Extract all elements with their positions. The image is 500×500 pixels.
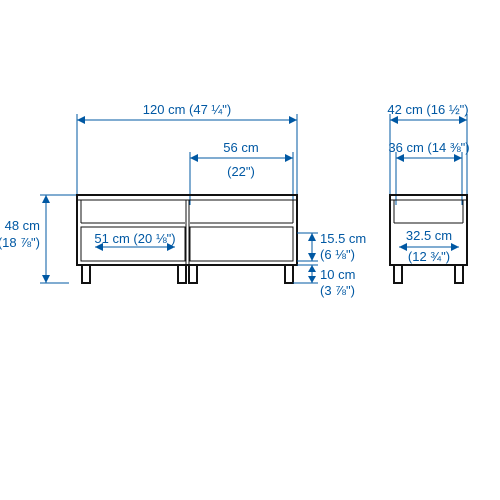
front-view: 120 cm (47 ¼") 56 cm (22") 48 cm (18 ⅞") (0, 102, 366, 298)
front-legs (82, 265, 293, 283)
svg-text:42 cm (16 ½"): 42 cm (16 ½") (387, 102, 468, 117)
dim-height-48: 48 cm (18 ⅞") (0, 195, 77, 283)
side-view: 42 cm (16 ½") 36 cm (14 ⅜") 3 (387, 102, 469, 283)
svg-text:32.5 cm: 32.5 cm (406, 228, 452, 243)
dim-width-120: 120 cm (47 ¼") (77, 102, 297, 195)
side-legs (394, 265, 463, 283)
svg-text:(3 ⅞"): (3 ⅞") (320, 283, 355, 298)
svg-text:10 cm: 10 cm (320, 267, 355, 282)
svg-text:36 cm (14 ⅜"): 36 cm (14 ⅜") (388, 140, 469, 155)
svg-text:(22"): (22") (227, 164, 255, 179)
svg-text:(6 ⅛"): (6 ⅛") (320, 247, 355, 262)
dim-drawer-51: 51 cm (20 ⅛") (94, 231, 175, 251)
dim-depth-inner: 32.5 cm (12 ¾") (399, 228, 459, 264)
svg-text:56 cm: 56 cm (223, 140, 258, 155)
svg-text:120 cm (47 ¼"): 120 cm (47 ¼") (143, 102, 231, 117)
dimension-drawing: 120 cm (47 ¼") 56 cm (22") 48 cm (18 ⅞") (0, 0, 500, 500)
svg-text:51 cm (20 ⅛"): 51 cm (20 ⅛") (94, 231, 175, 246)
dim-leg-height: 10 cm (3 ⅞") (293, 265, 355, 298)
svg-text:15.5 cm: 15.5 cm (320, 231, 366, 246)
dim-drawer-height: 15.5 cm (6 ⅛") (297, 231, 366, 262)
svg-text:48 cm: 48 cm (5, 218, 40, 233)
svg-text:(18 ⅞"): (18 ⅞") (0, 235, 40, 250)
svg-text:(12 ¾"): (12 ¾") (408, 249, 450, 264)
